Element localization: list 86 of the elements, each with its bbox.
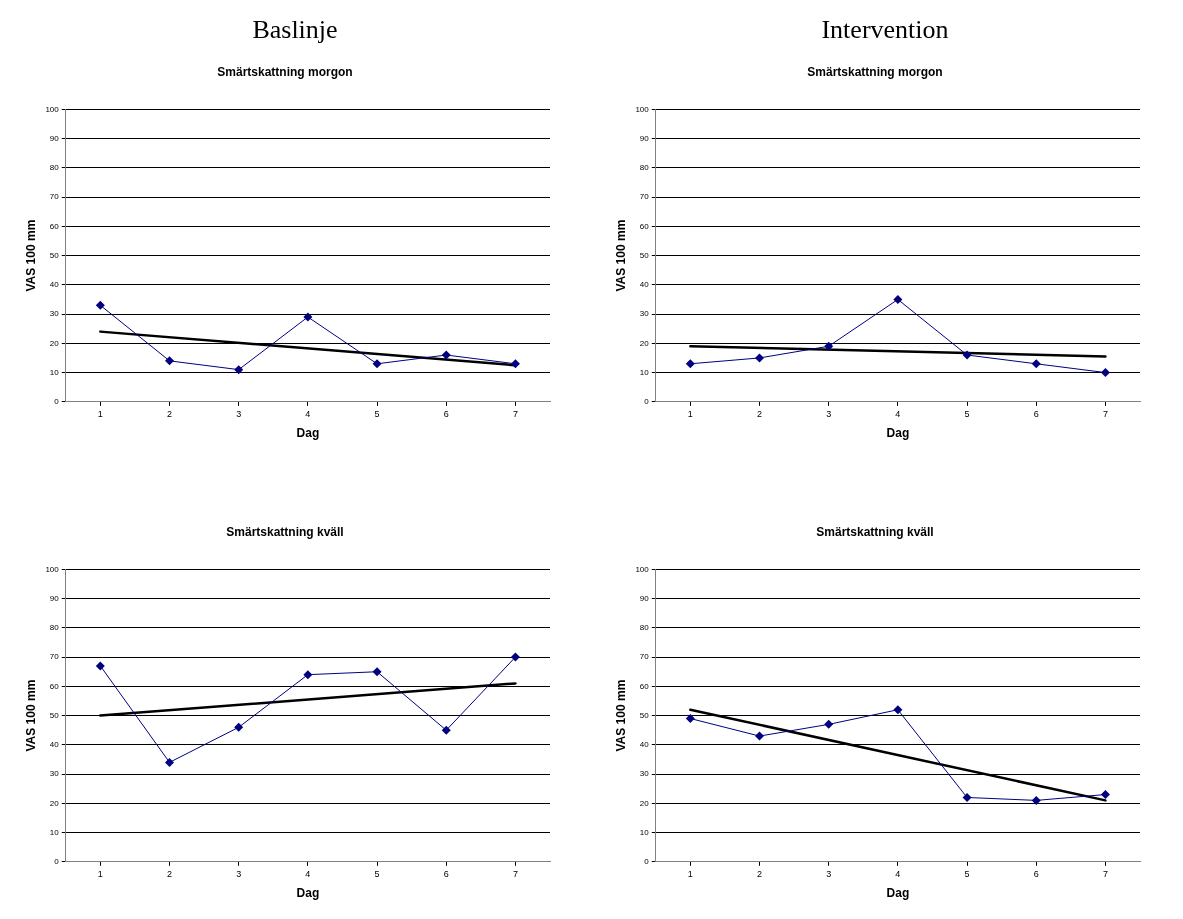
x-tick-label: 1	[687, 868, 693, 879]
x-axis-title: Dag	[296, 886, 320, 901]
x-tick-label: 4	[305, 868, 311, 879]
y-tick-label: 100	[45, 564, 60, 574]
x-tick-label: 7	[512, 408, 518, 419]
y-tick-label: 40	[639, 740, 650, 750]
y-tick-label: 10	[49, 367, 60, 377]
x-tick-label: 6	[1033, 868, 1039, 879]
x-tick-label: 6	[443, 408, 449, 419]
y-tick-label: 10	[639, 827, 650, 837]
x-tick-label: 5	[964, 408, 970, 419]
y-axis-title: VAS 100 mm	[23, 219, 38, 292]
x-tick-label: 3	[826, 408, 832, 419]
y-tick-label: 20	[49, 338, 60, 348]
y-tick-label: 40	[639, 280, 650, 290]
y-tick-label: 40	[49, 280, 60, 290]
x-tick-label: 7	[512, 868, 518, 879]
y-tick-label: 30	[49, 309, 60, 319]
y-tick-label: 50	[49, 710, 60, 720]
y-tick-label: 70	[49, 652, 60, 662]
x-tick-label: 5	[374, 868, 380, 879]
x-tick-label: 6	[1033, 408, 1039, 419]
x-tick-label: 2	[757, 408, 763, 419]
chart-title: Smärtskattning morgon	[807, 64, 943, 79]
y-tick-label: 80	[639, 623, 650, 633]
text: Intervention	[821, 15, 949, 44]
y-tick-label: 20	[639, 338, 650, 348]
chart-title: Smärtskattning kväll	[226, 524, 344, 539]
x-tick-label: 2	[167, 408, 173, 419]
x-axis-title: Dag	[886, 886, 910, 901]
y-tick-label: 50	[49, 250, 60, 260]
x-tick-label: 4	[895, 868, 901, 879]
y-tick-label: 50	[639, 250, 650, 260]
y-tick-label: 90	[639, 133, 650, 143]
y-axis-title: VAS 100 mm	[613, 679, 628, 752]
x-tick-label: 7	[1102, 868, 1108, 879]
y-tick-label: 60	[639, 221, 650, 231]
y-tick-label: 0	[54, 857, 60, 866]
y-tick-label: 60	[49, 681, 60, 691]
chart-title: Smärtskattning kväll	[816, 524, 934, 539]
y-tick-label: 90	[49, 593, 60, 603]
y-tick-label: 100	[45, 104, 60, 114]
x-tick-label: 2	[757, 868, 763, 879]
y-tick-label: 30	[639, 309, 650, 319]
x-tick-label: 3	[826, 868, 832, 879]
x-tick-label: 7	[1102, 408, 1108, 419]
y-tick-label: 100	[635, 564, 650, 574]
y-tick-label: 20	[639, 798, 650, 808]
y-tick-label: 70	[639, 652, 650, 662]
x-tick-label: 1	[97, 868, 103, 879]
y-tick-label: 10	[639, 367, 650, 377]
x-tick-label: 4	[895, 408, 901, 419]
y-tick-label: 90	[49, 133, 60, 143]
chart-title: Smärtskattning morgon	[217, 64, 353, 79]
y-tick-label: 60	[639, 681, 650, 691]
x-tick-label: 3	[236, 408, 242, 419]
y-tick-label: 80	[49, 623, 60, 633]
x-tick-label: 1	[97, 408, 103, 419]
x-tick-label: 5	[374, 408, 380, 419]
y-tick-label: 40	[49, 740, 60, 750]
y-tick-label: 80	[49, 163, 60, 173]
x-tick-label: 5	[964, 868, 970, 879]
x-tick-label: 4	[305, 408, 311, 419]
y-axis-title: VAS 100 mm	[613, 219, 628, 292]
y-tick-label: 80	[639, 163, 650, 173]
y-tick-label: 0	[644, 397, 650, 406]
y-tick-label: 70	[49, 192, 60, 202]
x-tick-label: 1	[687, 408, 693, 419]
y-tick-label: 30	[49, 769, 60, 779]
x-axis-title: Dag	[886, 426, 910, 441]
y-tick-label: 70	[639, 192, 650, 202]
x-tick-label: 6	[443, 868, 449, 879]
x-tick-label: 2	[167, 868, 173, 879]
y-tick-label: 60	[49, 221, 60, 231]
y-tick-label: 100	[635, 104, 650, 114]
y-tick-label: 10	[49, 827, 60, 837]
x-axis-title: Dag	[296, 426, 320, 441]
y-axis-title: VAS 100 mm	[23, 679, 38, 752]
y-tick-label: 0	[644, 857, 650, 866]
y-tick-label: 90	[639, 593, 650, 603]
y-tick-label: 20	[49, 798, 60, 808]
y-tick-label: 0	[54, 397, 60, 406]
text: Baslinje	[252, 15, 338, 44]
x-tick-label: 3	[236, 868, 242, 879]
y-tick-label: 30	[639, 769, 650, 779]
y-tick-label: 50	[639, 710, 650, 720]
